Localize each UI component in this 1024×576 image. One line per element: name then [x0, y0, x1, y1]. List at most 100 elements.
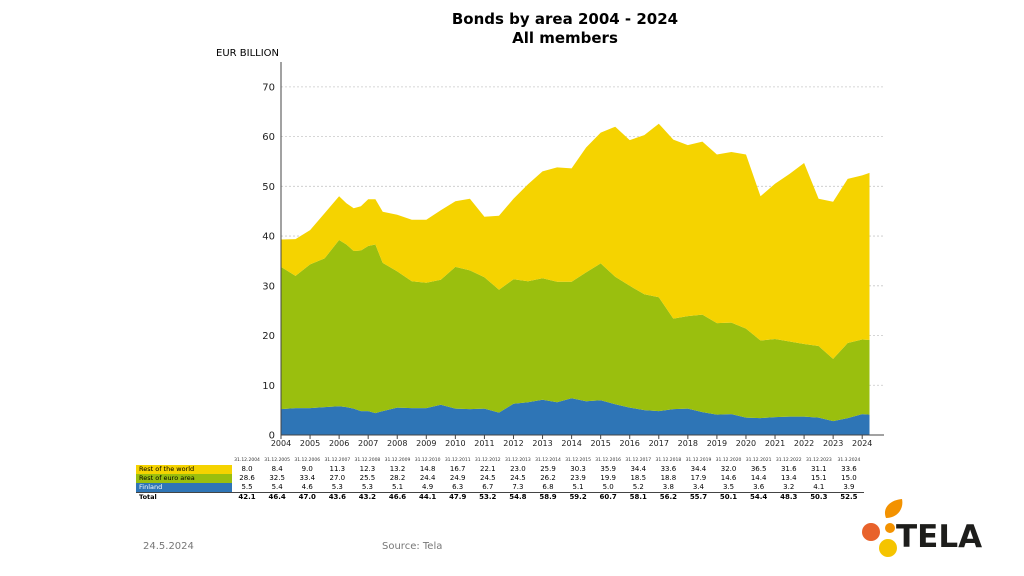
table-cell: 5.2: [632, 483, 644, 491]
table-cell: 13.2: [389, 465, 406, 473]
table-date-0: 31.12.2004: [234, 458, 260, 463]
table-cell: 27.0: [329, 474, 346, 482]
table-cell: 46.4: [268, 493, 286, 501]
logo-leaf-orange: [884, 499, 903, 518]
x-tick-label-2011: 2011: [474, 439, 494, 448]
table-date-4: 31.12.2008: [354, 458, 381, 463]
table-cell: 31.6: [780, 465, 797, 473]
chart-title-line2: All members: [512, 29, 618, 47]
table-cell: 25.9: [540, 465, 556, 473]
table-cell: 58.1: [629, 493, 647, 501]
table-cell: 4.1: [813, 483, 825, 491]
table-cell: 47.0: [298, 493, 316, 501]
table-row-label: Total: [139, 493, 157, 501]
table-cell: 4.6: [301, 483, 313, 491]
table-cell: 43.2: [358, 493, 377, 501]
table-cell: 3.5: [722, 483, 735, 491]
table-cell: 60.7: [599, 493, 617, 501]
logo-dot-orange: [862, 523, 880, 541]
table-cell: 52.5: [840, 493, 858, 501]
table-cell: 6.8: [542, 483, 554, 491]
x-tick-label-2019: 2019: [707, 439, 727, 448]
table-cell: 19.9: [600, 474, 616, 482]
table-cell: 24.5: [510, 474, 526, 482]
table-cell: 16.7: [449, 465, 466, 473]
table-cell: 5.4: [271, 483, 283, 491]
table-cell: 14.4: [750, 474, 767, 482]
x-tick-label-2013: 2013: [532, 439, 552, 448]
table-cell: 24.9: [449, 474, 466, 482]
table-date-11: 31.12.2015: [565, 458, 591, 463]
table-cell: 54.4: [750, 493, 768, 501]
table-cell: 32.0: [720, 465, 737, 473]
table-cell: 3.9: [843, 483, 855, 491]
x-tick-label-2007: 2007: [358, 439, 378, 448]
table-cell: 5.0: [602, 483, 614, 491]
table-date-15: 31.12.2019: [685, 458, 712, 463]
table-row-label: Rest of the world: [136, 465, 232, 474]
table-cell: 5.3: [331, 483, 343, 491]
table-cell: 23.9: [570, 474, 586, 482]
table-date-16: 31.12.2020: [715, 458, 742, 463]
table-cell: 13.4: [780, 474, 797, 482]
x-tick-label-2023: 2023: [823, 439, 843, 448]
table-cell: 14.6: [720, 474, 737, 482]
table-date-17: 31.12.2021: [745, 458, 772, 463]
table-cell: 48.3: [780, 493, 798, 501]
table-date-6: 31.12.2010: [414, 458, 441, 463]
table-cell: 55.7: [689, 493, 708, 501]
area-series-rest-of-the-world: [281, 123, 870, 359]
table-cell: 5.1: [391, 483, 404, 491]
table-cell: 43.6: [328, 493, 346, 501]
table-date-1: 31.12.2005: [264, 458, 291, 463]
x-tick-label-2021: 2021: [765, 439, 785, 448]
table-cell: 50.1: [719, 493, 738, 501]
x-tick-label-2010: 2010: [445, 439, 465, 448]
table-cell: 9.0: [301, 465, 313, 473]
table-cell: 5.3: [361, 483, 373, 491]
table-cell: 53.2: [479, 493, 497, 501]
y-tick-label-70: 70: [262, 82, 275, 93]
tela-logo: [862, 499, 903, 557]
table-cell: 36.5: [750, 465, 767, 473]
table-cell: 44.1: [418, 493, 437, 501]
table-cell: 25.5: [359, 474, 376, 482]
table-date-14: 31.12.2018: [655, 458, 682, 463]
y-tick-label-60: 60: [262, 132, 275, 143]
table-cell: 6.3: [452, 483, 464, 491]
x-tick-label-2009: 2009: [416, 439, 436, 448]
table-cell: 23.0: [510, 465, 526, 473]
table-cell: 28.6: [239, 474, 255, 482]
x-tick-label-2004: 2004: [271, 439, 291, 448]
table-cell: 3.6: [753, 483, 765, 491]
table-cell: 58.9: [539, 493, 557, 501]
table-cell: 33.6: [841, 465, 857, 473]
table-date-9: 31.12.2013: [505, 458, 531, 463]
table-cell: 15.1: [811, 474, 827, 482]
x-tick-label-2006: 2006: [329, 439, 349, 448]
table-cell: 11.3: [329, 465, 346, 473]
data-table-dates: 31.12.2004 31.12.2005 31.12.2006 31.12.2007…: [232, 456, 864, 465]
x-tick-label-2017: 2017: [649, 439, 669, 448]
table-cell: 34.4: [630, 465, 647, 473]
table-cell: 26.2: [540, 474, 556, 482]
table-cell: 3.8: [662, 483, 674, 491]
table-cell: 8.0: [241, 465, 253, 473]
x-tick-label-2020: 2020: [736, 439, 756, 448]
table-cell: 4.9: [422, 483, 434, 491]
table-row-finland: Finland 5.5 5.4 4.6 5.3 5.3 5.1 4.9 6.3 6.7 7.3 6.8…: [136, 483, 864, 492]
table-cell: 3.4: [692, 483, 705, 491]
x-tick-label-2015: 2015: [590, 439, 610, 448]
table-cell: 5.5: [241, 483, 253, 491]
area-series-finland: [281, 398, 870, 435]
table-cell: 33.4: [299, 474, 316, 482]
x-tick-label-2016: 2016: [620, 439, 640, 448]
table-row-rest-of-the-world: Rest of the world 8.0 8.4 9.0 11.3 12.3 13.2 14…: [136, 465, 864, 474]
x-tick-label-2012: 2012: [503, 439, 523, 448]
table-cell: 42.1: [238, 493, 256, 501]
data-table-header-spacer: [136, 456, 232, 465]
table-date-10: 31.12.2014: [535, 458, 561, 463]
table-row-total: Total 42.1 46.4 47.0 43.6 43.2 46.6 44.1 47.9 53.…: [136, 492, 864, 502]
table-date-19: 31.12.2023: [805, 458, 832, 463]
y-tick-label-30: 30: [262, 281, 275, 292]
